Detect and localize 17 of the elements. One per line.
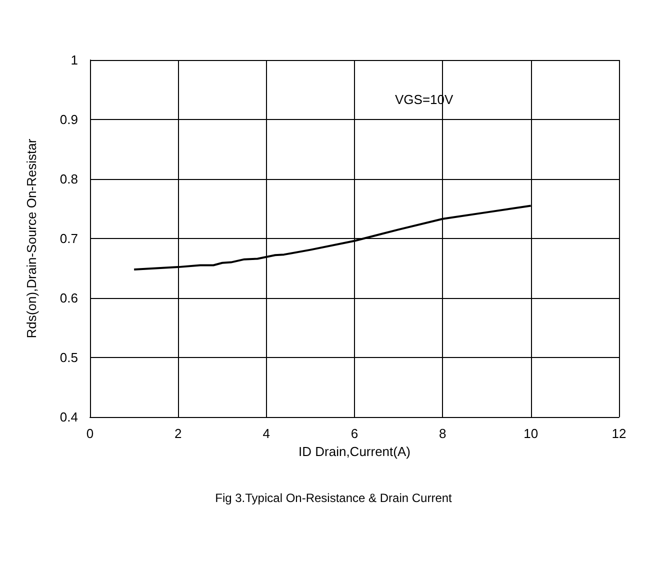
y-tick-label: 0.8 [60, 172, 78, 186]
x-tick-label: 0 [86, 426, 94, 441]
y-tick-label: 0.7 [60, 231, 78, 246]
x-tick-label: 8 [439, 426, 446, 441]
x-tick-label: 4 [262, 426, 270, 441]
y-tick-label: 0.4 [60, 410, 78, 424]
caption: Fig 3.Typical On-Resistance & Drain Current [215, 491, 453, 505]
x-tick-label: 2 [174, 426, 182, 441]
x-tick-label: 6 [350, 426, 358, 441]
y-tick-label: 0.9 [60, 112, 78, 127]
x-axis-title: ID Drain,Current(A) [298, 444, 410, 459]
x-tick-label: 10 [524, 426, 538, 441]
y-tick-label: 1 [70, 52, 78, 68]
x-tick-label: 12 [612, 426, 626, 441]
y-tick-label: 0.6 [60, 290, 78, 306]
y-axis-title: Rds(on),Drain-Source On-Resistar [24, 138, 39, 338]
y-tick-label: 0.5 [60, 350, 78, 365]
